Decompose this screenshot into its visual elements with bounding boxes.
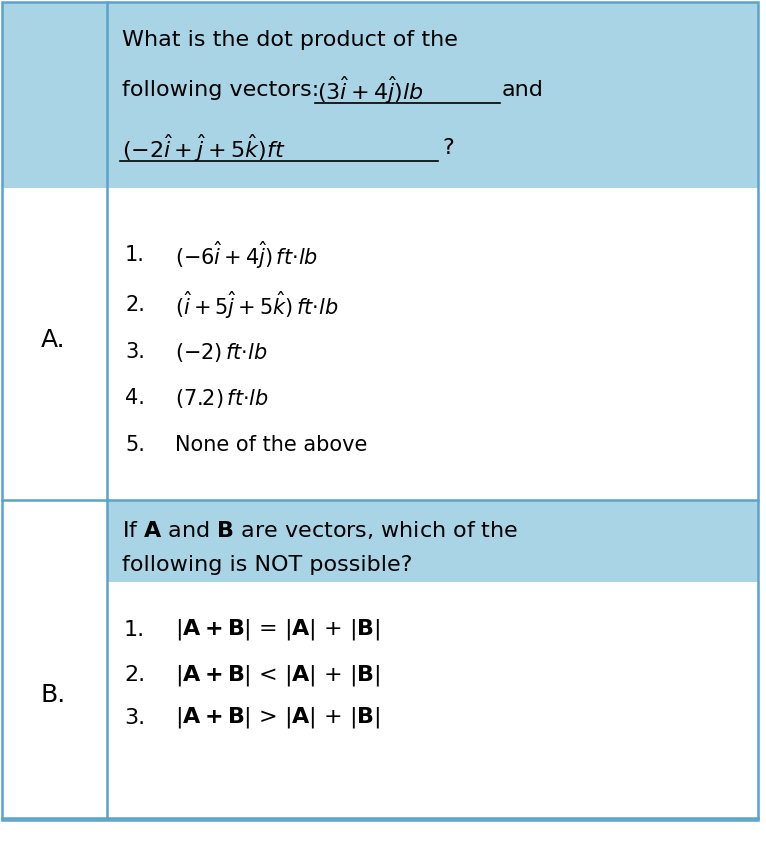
Text: $|\mathbf{A+B}|$ > $|\mathbf{A}|$ + $|\mathbf{B}|$: $|\mathbf{A+B}|$ > $|\mathbf{A}|$ + $|\m… [175,705,381,730]
Text: $(7.2)\,ft{\cdot}lb$: $(7.2)\,ft{\cdot}lb$ [175,387,269,409]
Bar [2,2,758,188]
Text: 2.: 2. [124,665,145,685]
Text: If $\mathbf{A}$ and $\mathbf{B}$ are vectors, which of the: If $\mathbf{A}$ and $\mathbf{B}$ are vec… [122,519,519,541]
Text: following is NOT possible?: following is NOT possible? [122,555,412,575]
Text: $(-2\hat{i} + \hat{j} + 5\hat{k})ft$: $(-2\hat{i} + \hat{j} + 5\hat{k})ft$ [122,132,286,163]
Text: A.: A. [41,328,66,352]
Bar [107,188,758,500]
Bar [107,582,758,818]
Text: $(\hat{i} + 5\hat{j} + 5\hat{k})\,ft{\cdot}lb$: $(\hat{i} + 5\hat{j} + 5\hat{k})\,ft{\cd… [175,289,339,321]
Bar [107,500,758,582]
Text: 1.: 1. [125,245,145,265]
Text: ?: ? [442,138,453,158]
Text: $(3\hat{i} + 4\hat{j})lb$: $(3\hat{i} + 4\hat{j})lb$ [317,74,424,106]
Text: 5.: 5. [125,435,145,455]
Text: and: and [502,80,544,100]
Text: 3.: 3. [125,342,145,362]
Text: What is the dot product of the: What is the dot product of the [122,30,458,50]
Text: 1.: 1. [124,620,145,640]
Text: 3.: 3. [124,708,145,728]
Text: 2.: 2. [125,295,145,315]
Text: $|\mathbf{A+B}|$ = $|\mathbf{A}|$ + $|\mathbf{B}|$: $|\mathbf{A+B}|$ = $|\mathbf{A}|$ + $|\m… [175,617,381,643]
Text: 4.: 4. [125,388,145,408]
Text: None of the above: None of the above [175,435,368,455]
Bar [2,188,107,500]
Bar [2,500,107,818]
Text: following vectors:: following vectors: [122,80,326,100]
Text: $|\mathbf{A+B}|$ < $|\mathbf{A}|$ + $|\mathbf{B}|$: $|\mathbf{A+B}|$ < $|\mathbf{A}|$ + $|\m… [175,663,381,687]
Text: $(-6\hat{i} + 4\hat{j})\,ft{\cdot}lb$: $(-6\hat{i} + 4\hat{j})\,ft{\cdot}lb$ [175,239,318,270]
Text: $(-2)\,ft{\cdot}lb$: $(-2)\,ft{\cdot}lb$ [175,341,267,364]
Text: B.: B. [41,683,66,707]
